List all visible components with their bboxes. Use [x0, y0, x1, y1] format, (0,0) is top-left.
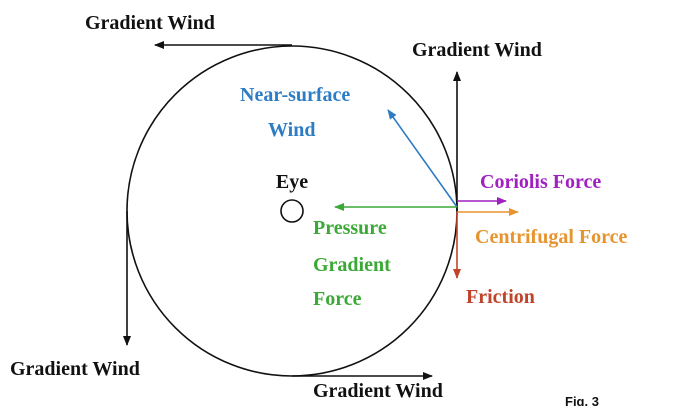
eye-circle: [280, 199, 304, 223]
label: Near-surface: [240, 84, 350, 106]
label: Gradient Wind: [10, 358, 140, 380]
label: Gradient Wind: [412, 39, 542, 61]
label: Gradient Wind: [313, 380, 443, 402]
figure-caption: Fig. 3: [565, 394, 599, 406]
label: Gradient Wind: [85, 12, 215, 34]
label: Gradient: [313, 254, 391, 276]
label: Eye: [276, 171, 308, 193]
label: Friction: [466, 286, 535, 308]
arrow: [387, 109, 458, 208]
label: Wind: [268, 119, 315, 141]
label: Coriolis Force: [480, 171, 601, 193]
label: Centrifugal Force: [475, 226, 627, 248]
label: Pressure: [313, 217, 387, 239]
label: Force: [313, 288, 362, 310]
